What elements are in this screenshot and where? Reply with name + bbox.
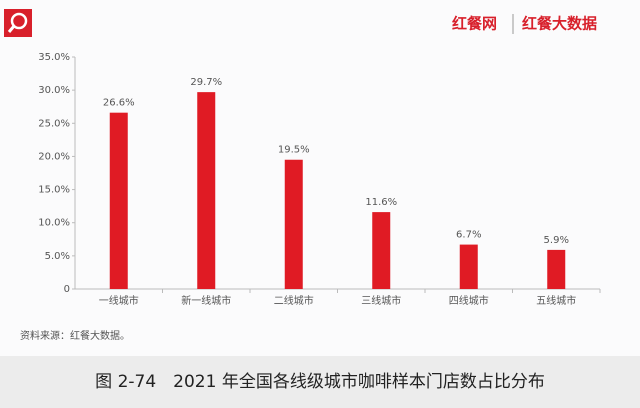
caption: 图 2-74 2021 年全国各线级城市咖啡样本门店数占比分布 xyxy=(95,372,545,392)
value-label: 6.7% xyxy=(456,230,481,241)
bar xyxy=(109,112,128,290)
y-tick-label: 0 xyxy=(64,284,70,295)
x-tick-label: 五线城市 xyxy=(536,294,576,307)
brand: 红餐网 xyxy=(452,15,497,33)
x-tick-label: 三线城市 xyxy=(361,294,401,307)
value-label: 19.5% xyxy=(278,145,310,156)
bar xyxy=(197,92,216,289)
brand: 红餐大数据 xyxy=(522,15,597,33)
x-tick-label: 四线城市 xyxy=(449,294,489,307)
y-tick-label: 10.0% xyxy=(38,218,70,229)
y-tick-label: 35.0% xyxy=(38,52,70,63)
bar xyxy=(284,159,303,289)
bar xyxy=(459,244,478,289)
caption-band xyxy=(0,356,640,408)
value-label: 26.6% xyxy=(103,98,135,109)
x-tick-label: 新一线城市 xyxy=(181,294,231,307)
value-label: 5.9% xyxy=(544,235,569,246)
y-tick-label: 30.0% xyxy=(38,85,70,96)
value-label: 11.6% xyxy=(365,197,397,208)
y-tick-label: 25.0% xyxy=(38,118,70,129)
x-tick-label: 一线城市 xyxy=(99,294,139,307)
x-tick-label: 二线城市 xyxy=(274,294,314,307)
chart-panel xyxy=(0,0,640,356)
y-tick-label: 15.0% xyxy=(38,185,70,196)
source: 资料来源：红餐大数据。 xyxy=(20,329,130,342)
logo-icon xyxy=(10,12,28,30)
logo-icon xyxy=(7,25,16,33)
bar xyxy=(372,212,391,289)
y-tick-label: 5.0% xyxy=(45,251,70,262)
value-label: 29.7% xyxy=(190,77,222,88)
bar xyxy=(547,249,566,289)
y-tick-label: 20.0% xyxy=(38,151,70,162)
